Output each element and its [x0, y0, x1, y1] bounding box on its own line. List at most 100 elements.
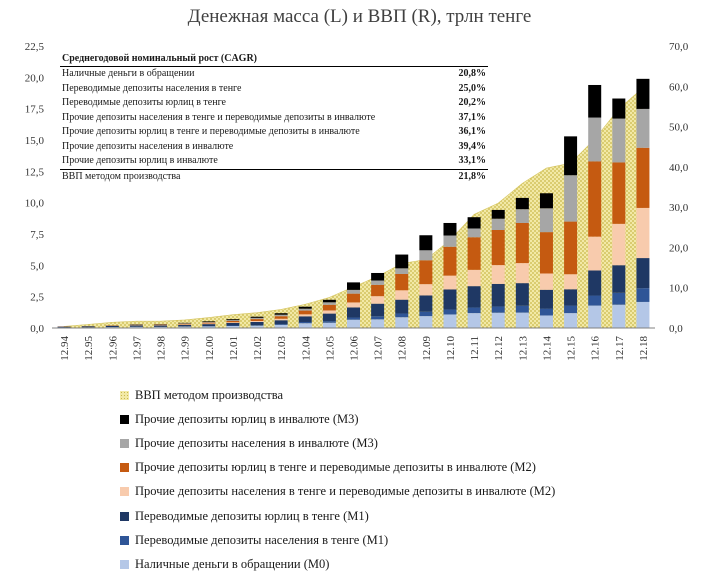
bar-m2_households-12.07 [371, 296, 385, 304]
bar-m1_corporates-12.17 [612, 265, 626, 293]
bar-m3_corporates-12.01 [226, 319, 240, 321]
bar-m3_corporates-12.06 [347, 282, 360, 290]
y-left-tick-label: 17,5 [25, 104, 45, 116]
legend-swatch [120, 463, 129, 473]
bar-m2_households-12.13 [515, 263, 529, 284]
y-right-tick-label: 20,0 [669, 242, 689, 254]
x-tick-label: 12.03 [276, 336, 288, 361]
legend-label: Прочие депозиты населения в инвалюте (M3… [135, 435, 378, 450]
legend-item: ВВП методом производства [120, 383, 555, 407]
x-tick-label: 12.95 [83, 336, 95, 361]
y-left-tick-label: 5,0 [30, 260, 44, 272]
bar-m3_households-12.08 [395, 268, 409, 274]
y-left-tick-label: 7,5 [30, 229, 44, 241]
bar-m1_corporates-12.06 [347, 307, 360, 318]
bar-m1_corporates-12.11 [467, 286, 481, 308]
x-tick-label: 12.18 [638, 336, 650, 361]
legend-label: Наличные деньги в обращении (M0) [135, 556, 330, 571]
cagr-row-value: 37,1% [458, 111, 487, 123]
cagr-row-value: 33,1% [458, 155, 487, 166]
x-tick-label: 12.16 [590, 336, 602, 361]
cagr-row: ВВП методом производства 21,8% [60, 168, 488, 185]
bar-m2_households-12.17 [612, 223, 626, 266]
bar-m1_corporates-12.98 [154, 325, 168, 327]
bar-m0-12.07 [371, 319, 385, 328]
bar-m2_corporates-12.04 [298, 310, 312, 315]
bar-m0-12.09 [419, 316, 433, 328]
x-tick-label: 12.07 [373, 336, 385, 361]
y-left-tick-label: 10,0 [25, 198, 45, 210]
y-left-tick-label: 0,0 [30, 323, 44, 335]
y-right-tick-label: 30,0 [669, 202, 689, 214]
bar-m0-12.02 [250, 325, 264, 328]
bar-m2_households-12.18 [636, 207, 650, 259]
bar-m3_households-12.04 [298, 308, 312, 311]
x-tick-label: 12.12 [493, 336, 505, 361]
bar-m3_households-12.10 [443, 235, 457, 247]
bar-m2_households-12.00 [202, 323, 216, 325]
x-tick-label: 12.94 [59, 336, 71, 361]
bar-m2_corporates-12.13 [515, 222, 529, 264]
bar-m3_corporates-12.10 [443, 222, 457, 236]
y-right-tick-label: 50,0 [669, 122, 689, 134]
bar-m0-12.99 [178, 326, 192, 328]
cagr-row-label: Наличные деньги в обращении [62, 68, 195, 79]
bar-m1_corporates-12.07 [371, 303, 385, 317]
legend-label: Прочие депозиты юрлиц в тенге и переводи… [135, 460, 536, 475]
legend-swatch [120, 511, 129, 521]
bar-m0-12.14 [539, 315, 553, 328]
x-tick-label: 12.96 [107, 336, 119, 361]
bar-m1_households-12.02 [250, 325, 264, 326]
bar-m3_corporates-12.05 [322, 299, 336, 303]
x-tick-label: 12.10 [445, 336, 457, 361]
bar-m2_corporates-12.03 [274, 316, 288, 319]
bar-m2_corporates-12.14 [539, 232, 553, 274]
bar-m3_corporates-12.00 [202, 321, 216, 322]
legend-swatch [120, 390, 129, 400]
bar-m0-12.11 [467, 313, 481, 328]
x-tick-label: 12.04 [300, 336, 312, 361]
bar-m1_corporates-12.94 [57, 326, 71, 328]
bar-m1_corporates-12.15 [564, 289, 578, 306]
bar-m1_corporates-12.95 [81, 326, 95, 328]
x-tick-label: 12.00 [204, 336, 216, 361]
y-left-tick-label: 12,5 [25, 166, 45, 178]
bar-m0-12.17 [612, 304, 626, 328]
bar-m1_households-12.18 [636, 288, 650, 302]
bar-m3_corporates-12.02 [250, 316, 264, 318]
bar-m3_corporates-12.14 [539, 193, 553, 209]
cagr-row-value: 20,8% [458, 68, 487, 79]
x-tick-label: 12.06 [349, 336, 361, 361]
bar-m0-12.01 [226, 325, 240, 328]
bar-m0-12.00 [202, 326, 216, 328]
bar-m3_households-12.03 [274, 314, 288, 317]
bar-m3_corporates-12.17 [612, 98, 626, 119]
x-tick-label: 12.02 [252, 336, 264, 361]
cagr-row: Прочие депозиты населения в тенге и пере… [60, 111, 488, 126]
cagr-row: Прочие депозиты юрлиц в тенге и переводи… [60, 125, 488, 140]
y-left-tick-label: 20,0 [25, 72, 45, 84]
legend-item: Переводимые депозиты юрлиц в тенге (M1) [120, 504, 555, 528]
bar-m2_corporates-12.09 [419, 260, 433, 285]
cagr-row-label: Переводимые депозиты населения в тенге [62, 82, 242, 94]
bar-m1_corporates-12.08 [395, 299, 409, 314]
cagr-table-header: Среднегодовой номинальный рост (CAGR) [60, 52, 488, 67]
bar-m2_corporates-12.07 [371, 284, 385, 297]
bar-m2_households-12.09 [419, 284, 433, 296]
y-right-tick-label: 40,0 [669, 162, 689, 174]
legend-item: Наличные деньги в обращении (M0) [120, 552, 555, 576]
bar-m3_corporates-12.08 [395, 254, 409, 269]
x-tick-label: 12.17 [614, 336, 626, 361]
bar-m3_corporates-12.12 [491, 209, 505, 219]
bar-m2_corporates-12.06 [347, 293, 360, 303]
y-right-tick-label: 60,0 [669, 81, 689, 93]
legend-swatch [120, 438, 129, 448]
bar-m1_households-12.04 [298, 321, 312, 324]
x-tick-label: 12.13 [517, 336, 529, 361]
legend-item: Прочие депозиты юрлиц в тенге и переводи… [120, 456, 555, 480]
bar-m2_corporates-12.10 [443, 246, 457, 276]
bar-m1_corporates-12.97 [129, 325, 143, 327]
bar-m1_corporates-12.01 [226, 322, 240, 326]
bar-m2_households-12.08 [395, 290, 409, 300]
